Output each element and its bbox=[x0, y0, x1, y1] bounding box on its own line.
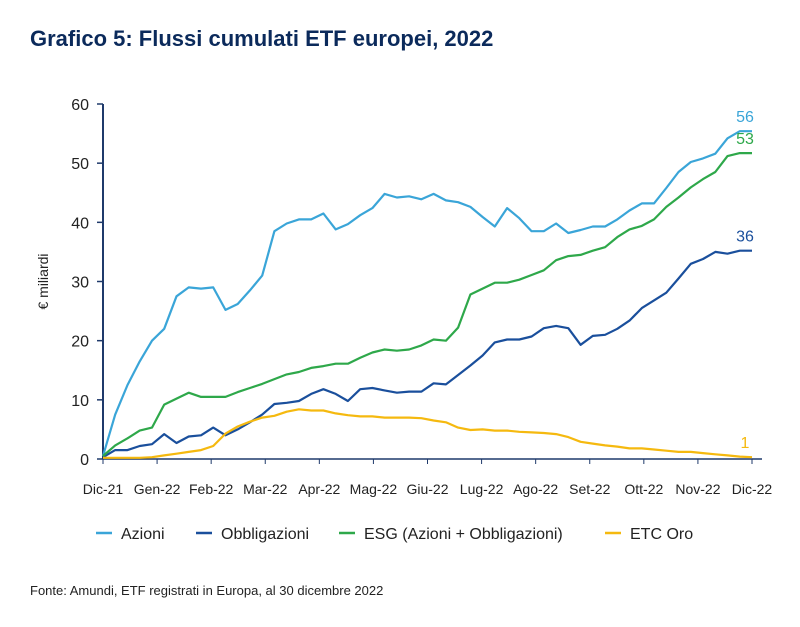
series-end-label: 56 bbox=[736, 109, 754, 126]
y-tick-label: 20 bbox=[71, 334, 89, 351]
y-tick-label: 40 bbox=[71, 215, 89, 232]
y-tick-label: 30 bbox=[71, 275, 89, 292]
legend-label: ESG (Azioni + Obbligazioni) bbox=[364, 526, 563, 543]
y-axis-label: € miliardi bbox=[35, 253, 51, 309]
series-end-label: 1 bbox=[741, 435, 750, 452]
x-tick-label: Giu-22 bbox=[406, 481, 448, 497]
x-tick-label: Dic-22 bbox=[732, 481, 773, 497]
x-tick-label: Nov-22 bbox=[675, 481, 720, 497]
x-tick-label: Ago-22 bbox=[513, 481, 558, 497]
x-tick-label: Ott-22 bbox=[624, 481, 663, 497]
series-line-1 bbox=[102, 249, 752, 459]
x-tick-label: Mar-22 bbox=[243, 481, 288, 497]
legend-label: Azioni bbox=[121, 526, 165, 543]
x-tick-label: Gen-22 bbox=[134, 481, 181, 497]
series-end-label: 53 bbox=[736, 131, 754, 148]
x-tick-label: Mag-22 bbox=[350, 481, 398, 497]
y-tick-label: 10 bbox=[71, 393, 89, 410]
y-tick-label: 50 bbox=[71, 156, 89, 173]
series-line-0 bbox=[101, 130, 752, 457]
x-tick-label: Lug-22 bbox=[460, 481, 504, 497]
legend-label: Obbligazioni bbox=[221, 526, 309, 543]
x-tick-label: Apr-22 bbox=[298, 481, 340, 497]
x-tick-label: Set-22 bbox=[569, 481, 610, 497]
x-tick-label: Feb-22 bbox=[189, 481, 234, 497]
y-tick-label: 60 bbox=[71, 97, 89, 114]
page-title: Grafico 5: Flussi cumulati ETF europei, … bbox=[30, 26, 494, 51]
series-end-label: 36 bbox=[736, 229, 754, 246]
series-line-2 bbox=[102, 152, 752, 457]
y-tick-label: 0 bbox=[80, 452, 89, 469]
x-tick-label: Dic-21 bbox=[83, 481, 124, 497]
source-note: Fonte: Amundi, ETF registrati in Europa,… bbox=[30, 583, 384, 598]
series-line-3 bbox=[103, 408, 753, 459]
legend-label: ETC Oro bbox=[630, 526, 693, 543]
